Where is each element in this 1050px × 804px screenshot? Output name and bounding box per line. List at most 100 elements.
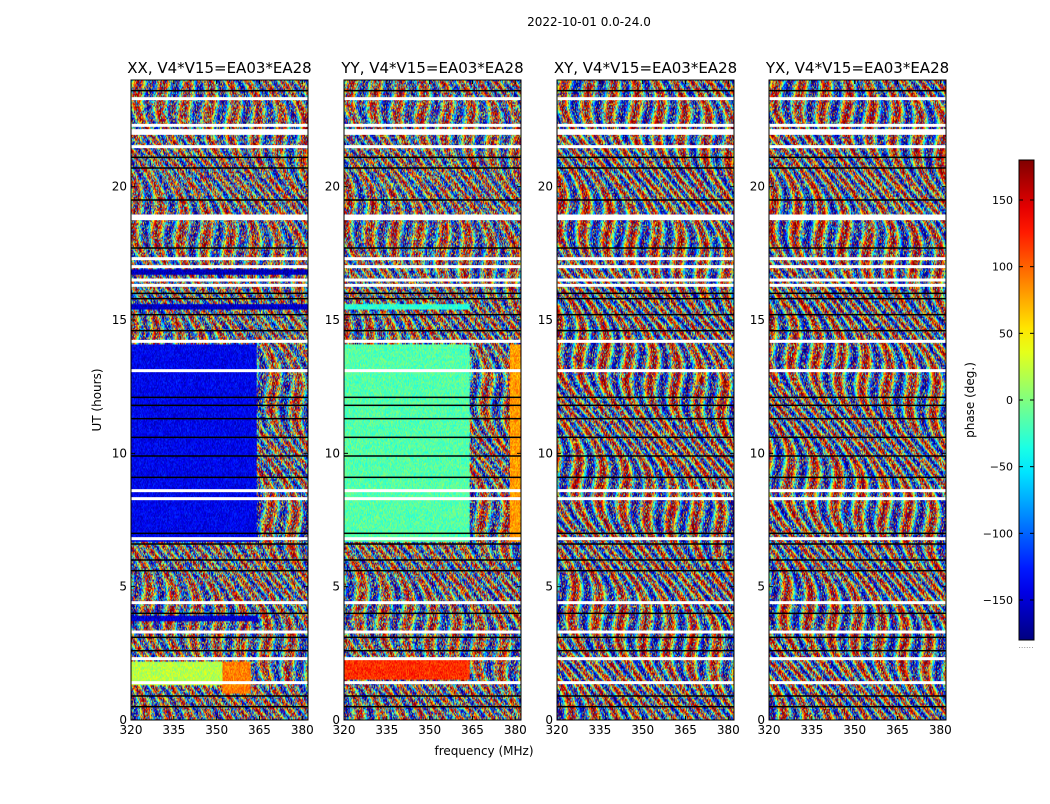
flagged-row-white xyxy=(344,129,521,133)
flagged-row-black xyxy=(769,247,946,249)
y-tick-label: 5 xyxy=(545,580,553,594)
flagged-row-white xyxy=(769,369,946,373)
flagged-row-black xyxy=(769,156,946,159)
flagged-row-black xyxy=(344,167,521,169)
flagged-row-black xyxy=(131,404,308,407)
flagged-row-black xyxy=(344,404,521,407)
flagged-row-black xyxy=(557,199,734,201)
y-axis-label: UT (hours) xyxy=(90,368,104,431)
flagged-row-black xyxy=(769,404,946,407)
flagged-row-black xyxy=(769,329,946,332)
flagged-row-black xyxy=(344,436,521,439)
flagged-row-white xyxy=(344,278,521,282)
y-tick-label: 10 xyxy=(112,446,127,460)
flagged-row-white xyxy=(131,630,308,634)
flagged-row-black xyxy=(769,476,946,479)
flagged-row-black xyxy=(131,297,308,300)
flagged-row-white xyxy=(344,497,521,501)
x-tick-label: 380 xyxy=(929,723,952,737)
flagged-row-white xyxy=(131,278,308,282)
x-tick-label: 365 xyxy=(461,723,484,737)
y-tick-label: 20 xyxy=(112,180,127,194)
flagged-row-white xyxy=(131,369,308,373)
y-tick-label: 10 xyxy=(750,446,765,460)
x-tick-label: 380 xyxy=(291,723,314,737)
flagged-row-black xyxy=(557,569,734,572)
flagged-row-black xyxy=(344,455,521,457)
flagged-row-white xyxy=(557,217,734,221)
x-tick-label: 365 xyxy=(886,723,909,737)
flagged-row-white xyxy=(557,537,734,541)
flagged-row-white xyxy=(344,217,521,221)
flagged-row-black xyxy=(344,705,521,708)
colorbar-tick-label: 50 xyxy=(999,327,1013,340)
flagged-row-black xyxy=(769,532,946,535)
flagged-row-black xyxy=(557,329,734,332)
flagged-row-black xyxy=(131,247,308,249)
flagged-row-white xyxy=(769,145,946,149)
panel-yx: YX, V4*V15=EA03*EA28 320 335 350 365 380 0 5 10 1… xyxy=(750,59,952,737)
flagged-row-black xyxy=(557,543,734,545)
flagged-row-white xyxy=(557,630,734,634)
flagged-row-black xyxy=(769,396,946,399)
flagged-row-white xyxy=(557,369,734,373)
flagged-row-black xyxy=(557,532,734,535)
x-tick-label: 320 xyxy=(333,723,356,737)
flagged-row-black xyxy=(557,476,734,479)
y-tick-label: 15 xyxy=(750,313,765,327)
x-tick-label: 350 xyxy=(205,723,228,737)
flagged-row-white xyxy=(557,601,734,605)
x-tick-label: 365 xyxy=(674,723,697,737)
flagged-row-black xyxy=(769,292,946,295)
flagged-row-white xyxy=(131,214,308,218)
flagged-row-white xyxy=(769,339,946,343)
flagged-row-white xyxy=(769,283,946,287)
flagged-row-white xyxy=(769,123,946,127)
colorbar-tick-label: 100 xyxy=(992,261,1013,274)
flagged-row-black xyxy=(557,156,734,159)
flagged-row-white xyxy=(557,681,734,685)
flagged-row-black xyxy=(769,649,946,652)
panel-title: YY, V4*V15=EA03*EA28 xyxy=(340,59,523,77)
y-tick-label: 15 xyxy=(325,313,340,327)
flagged-row-black xyxy=(344,199,521,201)
y-tick-label: 5 xyxy=(332,580,340,594)
y-tick-label: 5 xyxy=(757,580,765,594)
flagged-row-black xyxy=(557,297,734,300)
flagged-row-white xyxy=(344,131,521,135)
flagged-row-white xyxy=(557,283,734,287)
flagged-row-black xyxy=(769,297,946,300)
flagged-row-white xyxy=(769,489,946,493)
x-tick-label: 350 xyxy=(843,723,866,737)
flagged-row-white xyxy=(344,537,521,541)
flagged-row-white xyxy=(557,278,734,282)
panel-xy: XY, V4*V15=EA03*EA28 320 335 350 365 380 0 5 10 1… xyxy=(538,59,740,737)
y-tick-label: 15 xyxy=(112,313,127,327)
flagged-row-black xyxy=(131,396,308,399)
flagged-row-black xyxy=(131,612,308,615)
flagged-row-black xyxy=(131,199,308,201)
flagged-row-white xyxy=(557,214,734,218)
x-tick-label: 335 xyxy=(375,723,398,737)
x-tick-label: 350 xyxy=(418,723,441,737)
x-tick-label: 320 xyxy=(758,723,781,737)
flagged-row-black xyxy=(344,612,521,615)
flagged-row-white xyxy=(131,123,308,127)
y-tick-label: 20 xyxy=(750,180,765,194)
flagged-row-white xyxy=(557,497,734,501)
flagged-row-black xyxy=(131,532,308,535)
flagged-row-black xyxy=(769,313,946,316)
flagged-row-white xyxy=(131,601,308,605)
flagged-row-black xyxy=(557,559,734,561)
flagged-row-white xyxy=(344,97,521,101)
flagged-row-white xyxy=(344,489,521,493)
flagged-row-white xyxy=(344,257,521,261)
colorbar-label: phase (deg.) xyxy=(963,362,977,438)
flagged-row-white xyxy=(344,283,521,287)
flagged-row-white xyxy=(557,131,734,135)
flagged-row-black xyxy=(769,636,946,639)
flagged-row-black xyxy=(769,417,946,420)
flagged-row-black xyxy=(557,636,734,639)
flagged-row-black xyxy=(344,89,521,92)
flagged-row-black xyxy=(769,612,946,615)
